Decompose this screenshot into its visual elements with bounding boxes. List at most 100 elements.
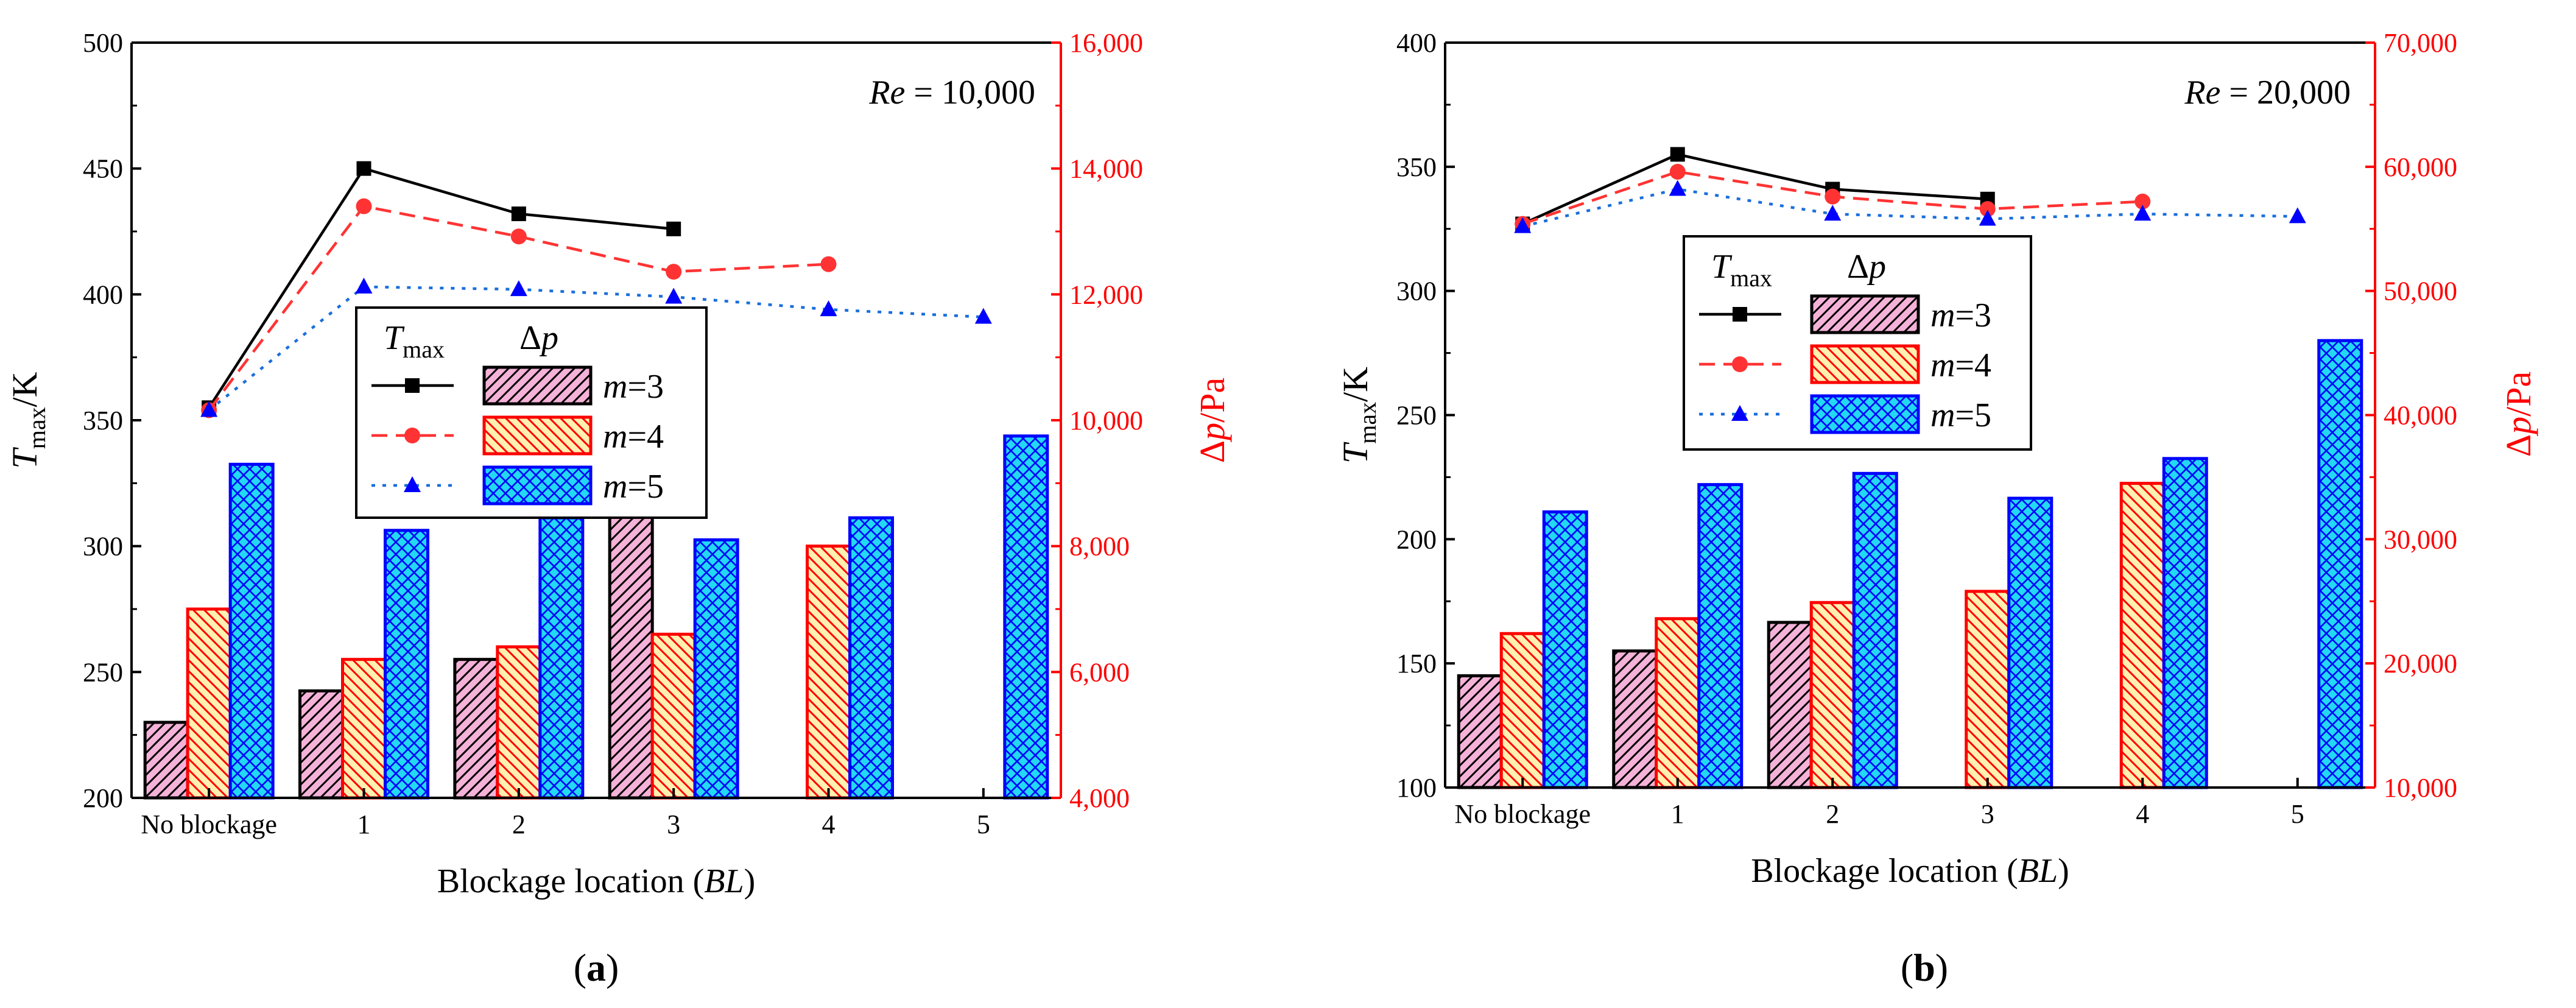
right-tick-label: 12,000	[1069, 280, 1143, 309]
left-tick-label: 300	[1396, 277, 1437, 306]
right-tick-label: 10,000	[1069, 406, 1143, 435]
legend-header-bar: Δp	[1847, 248, 1886, 286]
legend-entry-val: =4	[1955, 347, 1991, 384]
panel-label-open: (	[1901, 946, 1913, 989]
left-tick-label: 400	[1396, 28, 1437, 58]
left-tick-label: 400	[83, 280, 123, 309]
x-tick-label: 5	[977, 809, 990, 839]
x-tick-label: 4	[822, 809, 836, 839]
legend-entry-var: m	[603, 468, 627, 506]
right-tick-label: 20,000	[2384, 649, 2457, 678]
x-axis-label: Blockage location (BL)	[1751, 852, 2069, 890]
x-tick-label: 3	[1981, 799, 1994, 829]
left-tick-label: 250	[83, 657, 123, 687]
marker-m4	[1825, 188, 1841, 205]
line-series-m5	[1522, 188, 2298, 228]
legend-marker	[1733, 307, 1747, 322]
right-axis-label-p: p	[2499, 417, 2538, 437]
right-axis-label-unit: /Pa	[2499, 372, 2538, 417]
legend: Tmax Δpm=3m=4m=5	[1683, 235, 2032, 451]
left-axis-label-sub: max	[1354, 402, 1381, 444]
left-axis-label-T: T	[5, 447, 44, 469]
bar-m3-1	[1612, 649, 1658, 789]
right-tick-label: 16,000	[1069, 28, 1143, 58]
marker-m4	[2134, 193, 2151, 210]
x-axis-label-part: )	[2058, 852, 2069, 890]
bar-m5-2	[1852, 471, 1898, 789]
bar-m3-0	[143, 721, 189, 800]
left-axis-label: Tmax/K	[1336, 367, 1381, 463]
bar-m4-0	[1499, 632, 1546, 789]
legend-entry-label: m=5	[603, 468, 664, 506]
line-series-m3	[1522, 153, 1988, 225]
bar-m4-3	[1965, 590, 2011, 789]
x-tick-label: 2	[512, 809, 526, 839]
right-axis-label-delta: Δ	[1192, 440, 1232, 463]
legend-header-line: Tmax	[1711, 248, 1772, 292]
legend-entry-val: =3	[627, 368, 664, 406]
legend-marker	[405, 378, 420, 393]
line-series-m3	[208, 167, 674, 409]
legend-entry-var: m	[1930, 347, 1955, 384]
bar-m5-4	[848, 516, 894, 800]
right-axis-label-p: p	[1192, 423, 1232, 443]
marker-m4	[666, 264, 682, 280]
legend-entry-var: m	[1930, 297, 1955, 334]
legend-entry-label: m=4	[603, 418, 664, 456]
marker-m3	[666, 221, 681, 236]
legend-entry-label: m=5	[1930, 397, 1991, 434]
bar-m5-3	[693, 538, 739, 800]
bar-m3-2	[453, 658, 499, 800]
bar-m5-4	[2162, 457, 2208, 789]
bar-m4-2	[1809, 601, 1856, 789]
left-axis-label-sub: max	[23, 407, 51, 449]
bar-m5-5	[2317, 339, 2363, 789]
marker-m4	[356, 198, 372, 214]
marker-m3	[511, 206, 526, 222]
left-tick-label: 200	[83, 783, 123, 813]
left-tick-label: 250	[1396, 401, 1437, 431]
left-tick-label: 150	[1396, 649, 1437, 678]
right-tick-label: 40,000	[2384, 401, 2457, 431]
legend-marker	[404, 428, 420, 443]
bar-m3-3	[608, 513, 654, 800]
legend-entry-label: m=4	[1930, 347, 1991, 384]
x-axis-label-part: BL	[2018, 852, 2058, 890]
legend: Tmax Δpm=3m=4m=5	[355, 306, 708, 519]
marker-m3	[356, 161, 371, 176]
bar-m5-1	[1697, 483, 1744, 789]
marker-m5	[665, 287, 683, 304]
re-label: Re	[868, 74, 905, 111]
marker-m4	[510, 228, 527, 245]
legend-entry-val: =3	[1955, 297, 1991, 334]
marker-m5	[1669, 180, 1686, 196]
bar-m5-1	[384, 529, 429, 800]
bar-m5-2	[538, 516, 585, 800]
bar-m5-3	[2007, 496, 2053, 789]
legend-bar-swatch	[482, 415, 593, 456]
bar-m5-0	[228, 462, 275, 800]
marker-m5	[2134, 205, 2152, 221]
marker-m4	[820, 256, 837, 272]
right-tick-label: 10,000	[2384, 773, 2457, 803]
bar-m5-5	[1003, 434, 1049, 800]
legend-header-p: p	[1867, 248, 1886, 286]
x-tick-label: 3	[667, 809, 680, 839]
right-axis-label: Δp/Pa	[2499, 372, 2538, 457]
panel-label-close: )	[606, 946, 619, 989]
x-tick-label: 2	[1826, 799, 1839, 829]
legend-marker	[1732, 356, 1748, 372]
left-tick-label: 300	[83, 532, 123, 562]
x-tick-label: No blockage	[141, 809, 277, 839]
left-axis-label-unit: /K	[5, 372, 44, 407]
panel-label-letter: b	[1913, 946, 1935, 989]
re-value: = 20,000	[2220, 74, 2351, 111]
bar-m4-3	[650, 632, 697, 800]
legend-header-T: T	[1711, 248, 1733, 286]
legend-entry-var: m	[603, 368, 627, 406]
legend-marker	[1731, 405, 1748, 421]
legend-bar-swatch	[482, 365, 593, 406]
right-tick-label: 8,000	[1069, 532, 1130, 562]
legend-header-bar: Δp	[519, 319, 558, 357]
